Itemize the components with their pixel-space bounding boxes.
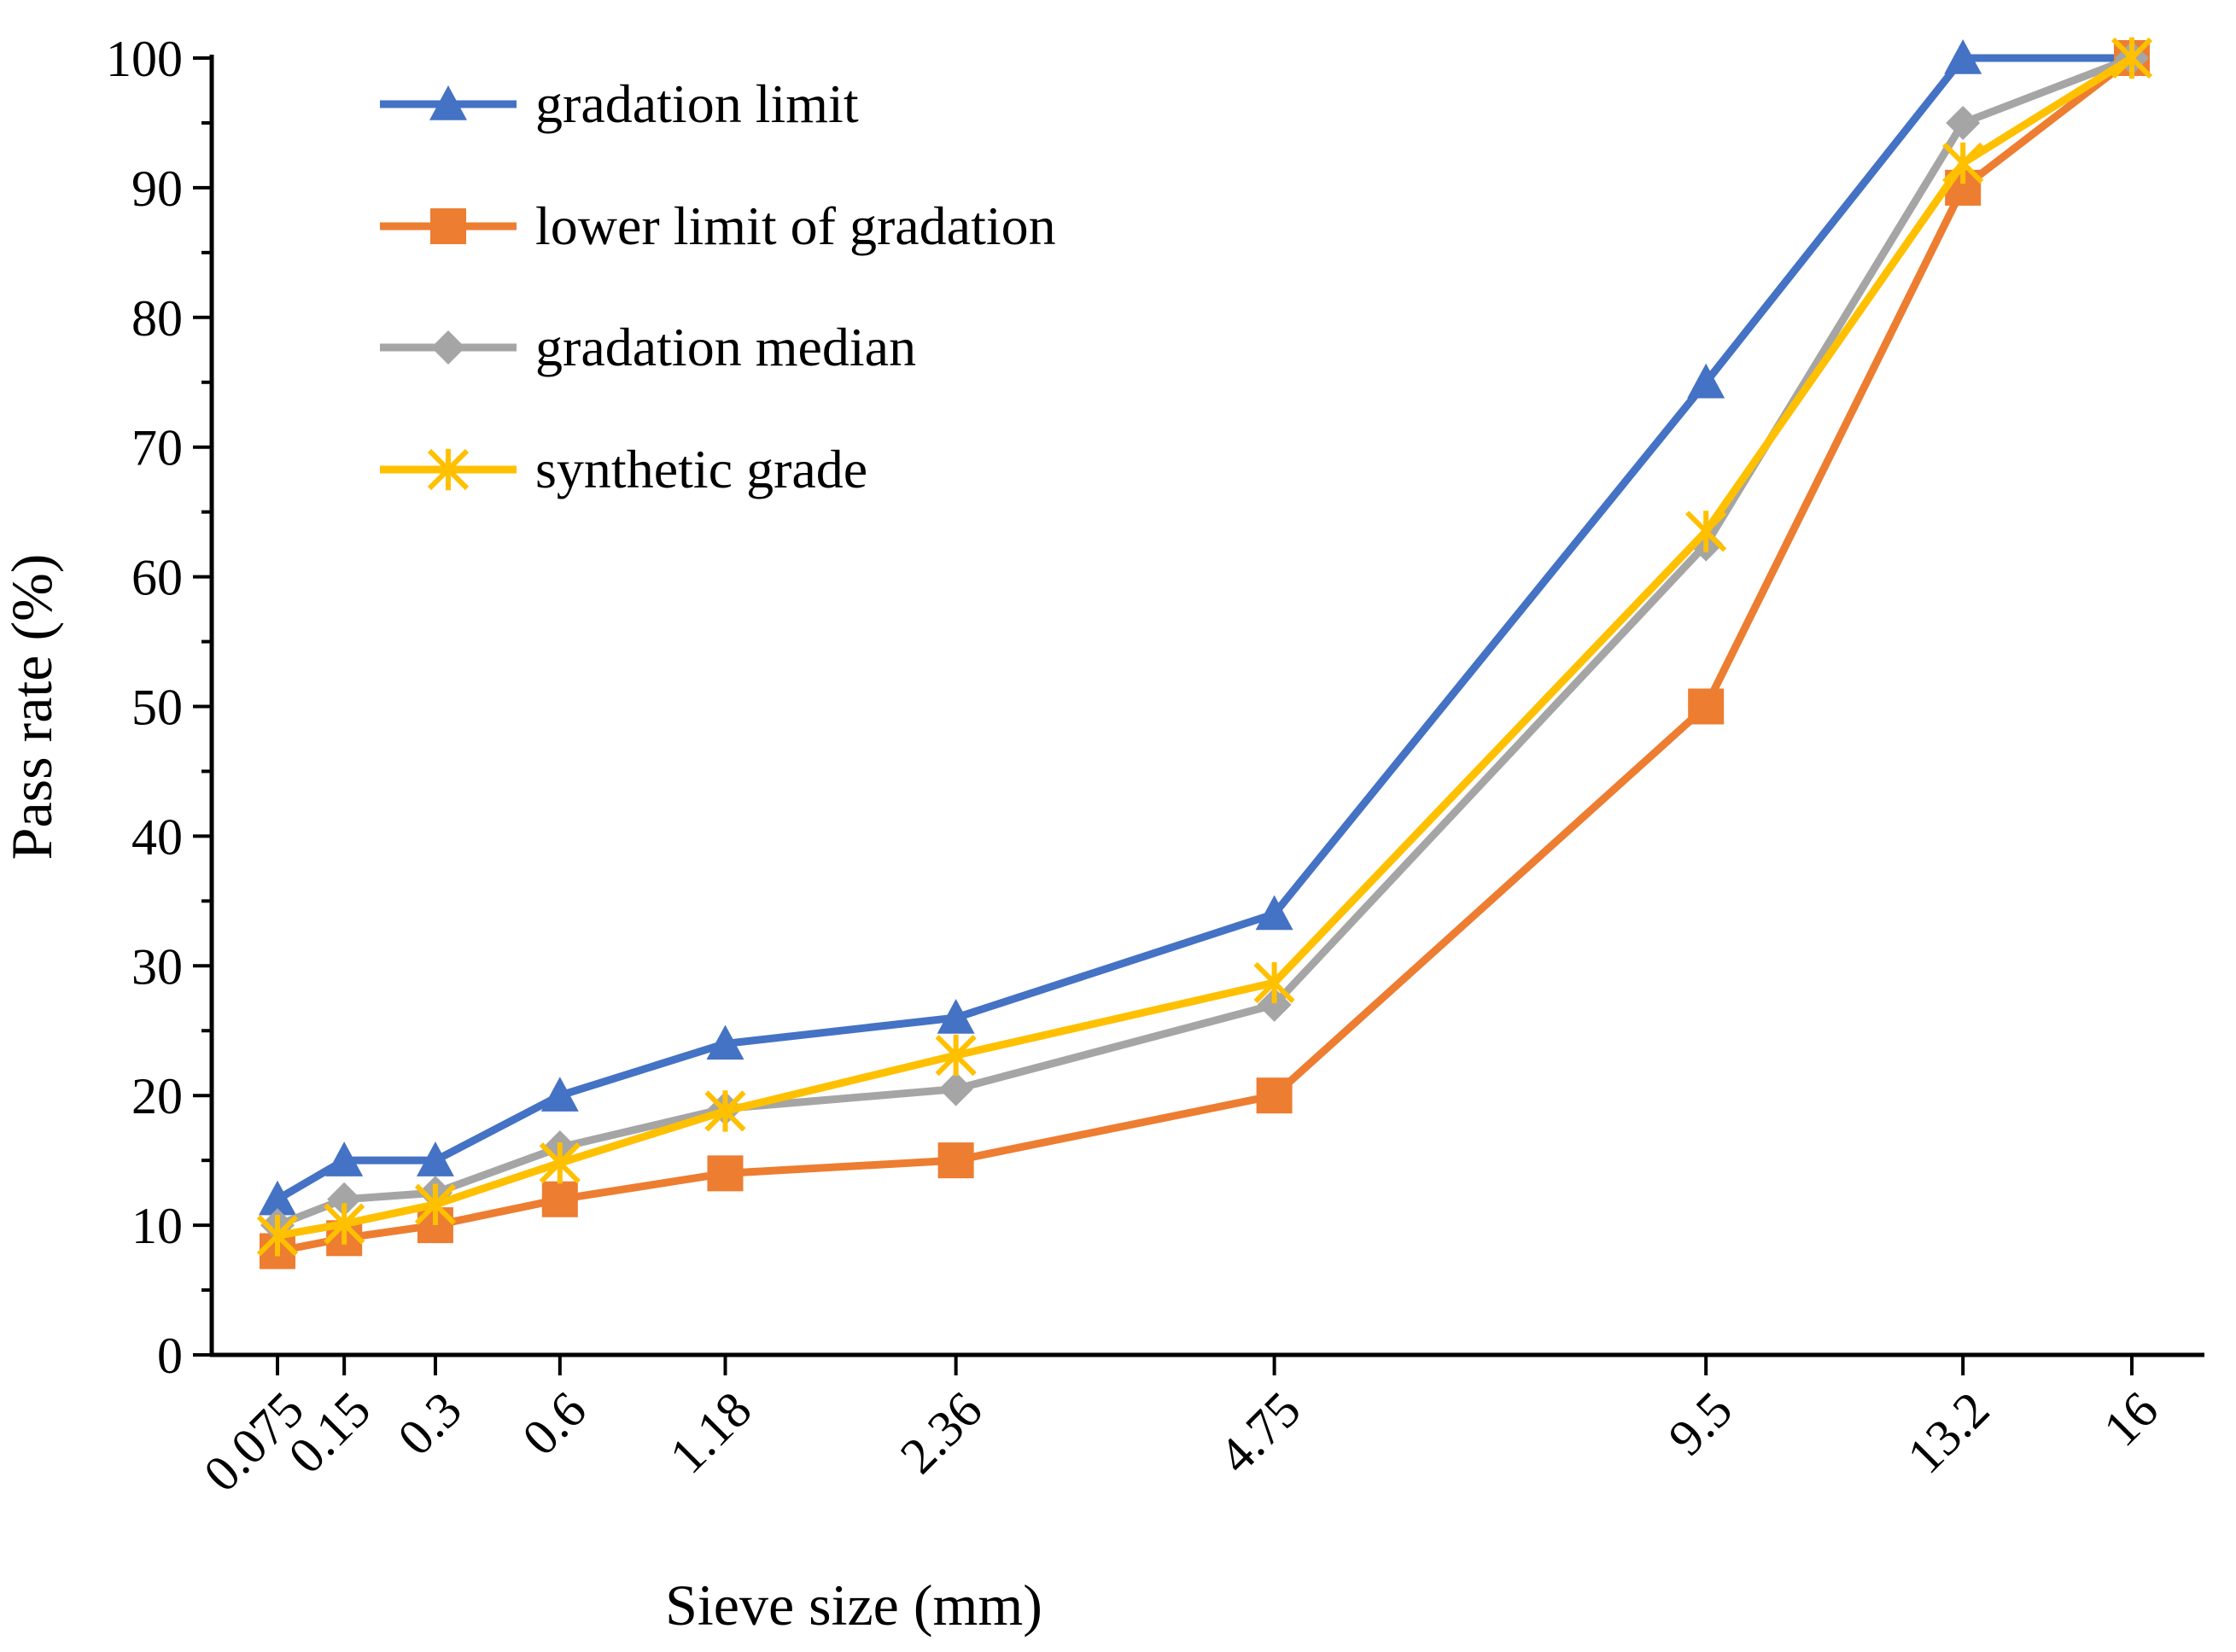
y-tick-label: 50 [131,680,183,736]
legend-marker [429,85,467,120]
data-point [1253,961,1295,1004]
data-point [1257,987,1292,1022]
series-line [275,54,2132,1203]
data-point [1944,39,1982,74]
legend-marker [430,208,466,244]
legend-label: synthetic grade [535,439,867,499]
data-point [704,1090,746,1132]
data-point [2110,37,2153,79]
data-point [324,1203,365,1245]
series-line [277,55,2134,1240]
x-axis-title: Sieve size (mm) [665,1573,1042,1637]
data-point [414,1183,457,1225]
data-point [1942,142,1984,184]
data-point [539,1141,581,1184]
legend-marker [431,330,465,365]
y-tick-label: 40 [131,808,183,865]
series-line [277,55,2134,1255]
data-point [327,1182,362,1217]
legend-item: synthetic grade [380,439,867,499]
legend-item: gradation limit [380,73,859,134]
data-point [937,999,975,1034]
data-point [938,1071,973,1106]
legend-item: gradation median [380,317,916,377]
data-point [259,1180,296,1216]
y-tick-label: 60 [131,550,183,606]
legend-marker [427,448,470,491]
data-point [540,1077,579,1112]
data-point [1687,363,1725,399]
data-point [325,1141,364,1176]
series-layer [256,37,2153,1270]
data-point [937,1142,974,1179]
axes-layer [193,55,2204,1375]
legend-item: lower limit of gradation [380,196,1056,256]
y-axis-title: Pass rate (%) [0,554,64,861]
data-point [1946,105,1981,140]
legend-label: gradation limit [535,73,859,134]
legend-label: lower limit of gradation [535,196,1056,256]
y-tick-label: 10 [131,1198,183,1254]
data-point [1256,1077,1293,1114]
y-tick-label: 70 [131,420,183,476]
data-point [1685,511,1727,552]
data-point [416,1141,454,1176]
y-tick-label: 20 [131,1068,183,1124]
data-point [707,1155,744,1192]
data-point [706,1024,744,1060]
series-synthetic-grade [256,37,2153,1257]
y-tick-label: 30 [131,938,183,995]
y-tick-label: 0 [157,1328,183,1384]
data-point [256,1215,299,1257]
series-line [276,54,2134,1229]
data-point [1255,895,1293,931]
legend-label: gradation median [535,317,916,377]
data-point [1688,688,1725,725]
y-tick-label: 80 [131,290,183,347]
y-tick-label: 90 [131,161,183,217]
y-tick-label: 100 [106,31,183,87]
legend: gradation limit lower limit of gradation g… [380,73,1056,499]
data-point [935,1034,977,1077]
data-point [541,1181,578,1217]
